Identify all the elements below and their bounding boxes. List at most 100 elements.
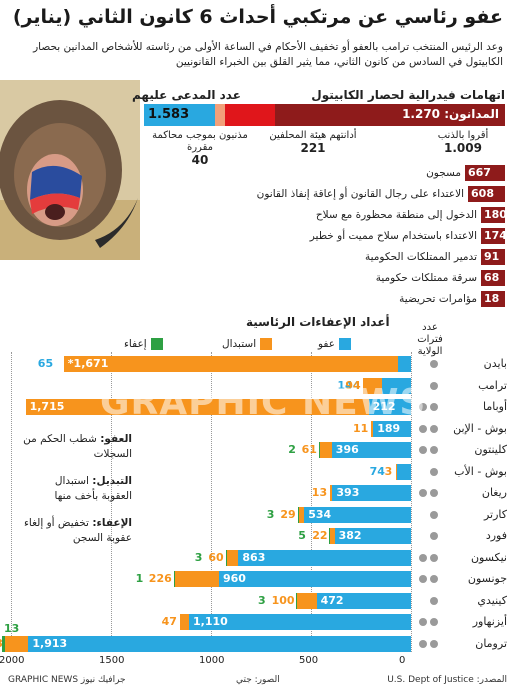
watermark: GRAPHIC NEWS	[100, 382, 427, 423]
defendants-header: عدد المدعى عليهم	[132, 88, 241, 102]
charge-count: 667	[465, 165, 505, 181]
term-dot	[419, 618, 427, 626]
pardon-bar	[396, 463, 411, 480]
commutation-value: 13	[311, 486, 328, 499]
remission-value: 1	[135, 572, 144, 585]
term-dot	[430, 446, 438, 454]
jury-label: أدانتهم هيئة المحلفين 221	[269, 130, 357, 155]
commutation-value: *1,671	[67, 357, 109, 370]
term-dot	[430, 360, 438, 368]
charge-row: 18 مؤامرات تحريضية	[399, 291, 505, 307]
charge-count: 18	[481, 291, 505, 307]
president-name: جونسون	[467, 572, 507, 585]
charge-label: مؤامرات تحريضية	[399, 293, 477, 305]
remission-value: 2	[288, 443, 296, 456]
legend-commutation: استبدال	[222, 338, 273, 350]
pleaded-label: أقروا بالذنب 1.009	[437, 130, 489, 155]
x-tick-label: 1500	[99, 655, 125, 666]
note-commutation: التبديل: استبدال العقوبة بأخف منها	[54, 475, 132, 502]
remission-bar	[297, 506, 299, 523]
chart-title: أعداد الإعفاءات الرئاسية	[246, 315, 390, 329]
charge-row: 608 الاعتداء على رجال القانون أو إعاقة إن…	[257, 186, 505, 202]
term-dot	[430, 596, 438, 605]
pardon-value: 396	[335, 443, 359, 456]
charge-label: الاعتداء على رجال القانون أو إعاقة إنفاذ…	[256, 188, 465, 200]
commutation-bar	[63, 356, 398, 372]
gridline	[411, 352, 412, 652]
photo-credit: الصور: جتي	[236, 675, 280, 685]
note-pardon: العفو: شطب الحكم من السجلات	[23, 433, 132, 460]
commutation-bar	[319, 442, 332, 458]
bar-segment-other	[144, 104, 216, 126]
president-name: ترومان	[475, 636, 507, 650]
term-dot	[419, 446, 427, 454]
pardon-value: 189	[377, 421, 401, 435]
remission-bar	[329, 528, 331, 544]
defendants-stacked-bar: المدانون: 1.270 1.583	[144, 104, 505, 126]
pardon-value: 863	[242, 550, 266, 564]
charge-label: سرقة ممتلكات حكومية	[375, 272, 477, 284]
x-tick-label: 1000	[199, 655, 225, 666]
president-name: بوش - الإبن	[453, 421, 507, 435]
pardon-bar	[398, 356, 411, 372]
x-tick-label: 500	[299, 655, 319, 666]
charge-label: مسجون	[426, 167, 461, 179]
remission-bar	[296, 592, 297, 609]
commutation-bar	[173, 571, 219, 587]
legend-remission: إعفاء	[124, 338, 163, 350]
pardon-value: 393	[336, 486, 360, 499]
pardon-value: 472	[320, 593, 344, 607]
commutation-bar	[363, 377, 383, 394]
legend-swatch-pardon	[339, 338, 352, 350]
president-name: ترامب	[478, 378, 507, 392]
charge-count: 174	[481, 228, 507, 244]
remission-value: 3	[194, 550, 203, 564]
pardon-bar	[331, 442, 411, 458]
commutation-value: 60	[208, 550, 224, 564]
remission-bar	[225, 549, 227, 566]
term-dot	[419, 575, 427, 583]
term-dot	[430, 403, 438, 411]
pardon-bar	[189, 614, 411, 630]
president-name: كينيدي	[477, 593, 507, 607]
commutation-value: 1,715	[29, 400, 65, 413]
commutation-bar	[296, 592, 317, 609]
total-defendants: 1.583	[148, 107, 190, 122]
commutation-value: 61	[301, 443, 317, 456]
president-name: أيزنهاور	[472, 615, 507, 628]
commutation-bar	[179, 614, 189, 630]
pardon-bar	[368, 399, 411, 415]
remission-value: 13	[4, 621, 20, 635]
charge-row: 174 الاعتداء باستخدام سلاح مميت أو خطير	[309, 228, 507, 244]
charge-label: الاعتداء باستخدام سلاح مميت أو خطير	[309, 230, 477, 242]
remission-bar	[2, 635, 5, 652]
pardon-value: 382	[338, 529, 362, 542]
commutation-value: 3	[384, 464, 393, 478]
commutation-value: 47	[161, 615, 177, 628]
charge-count: 180	[481, 207, 507, 223]
pardon-value: 74	[369, 464, 385, 478]
legend-swatch-commutation	[260, 338, 273, 350]
president-name: كلينتون	[474, 443, 507, 456]
term-dot	[430, 489, 438, 497]
charge-row: 91 تدمير الممتلكات الحكومية	[365, 249, 505, 265]
pardon-value: 534	[308, 507, 332, 521]
pardon-bar	[373, 420, 411, 437]
pardon-value: 960	[223, 572, 246, 585]
remission-value: 3	[258, 593, 266, 607]
pardon-bar	[382, 377, 411, 394]
page-title: عفو رئاسي عن مرتكبي أحداث 6 كانون الثاني…	[12, 6, 503, 28]
commutation-bar	[25, 399, 369, 415]
pardon-value: 1,110	[193, 615, 228, 628]
terms-header: عدد فترات الولاية	[417, 322, 443, 357]
convicted-label: المدانون: 1.270	[402, 107, 499, 121]
commutation-value: 11	[353, 421, 369, 435]
term-dot	[419, 553, 427, 562]
term-dot	[430, 532, 438, 540]
term-dot	[419, 639, 427, 648]
term-dot	[430, 424, 438, 433]
pardon-value: 212	[372, 400, 396, 413]
term-dot	[419, 489, 427, 497]
bar-segment-jury	[224, 104, 275, 126]
president-name: أوباما	[482, 400, 507, 413]
